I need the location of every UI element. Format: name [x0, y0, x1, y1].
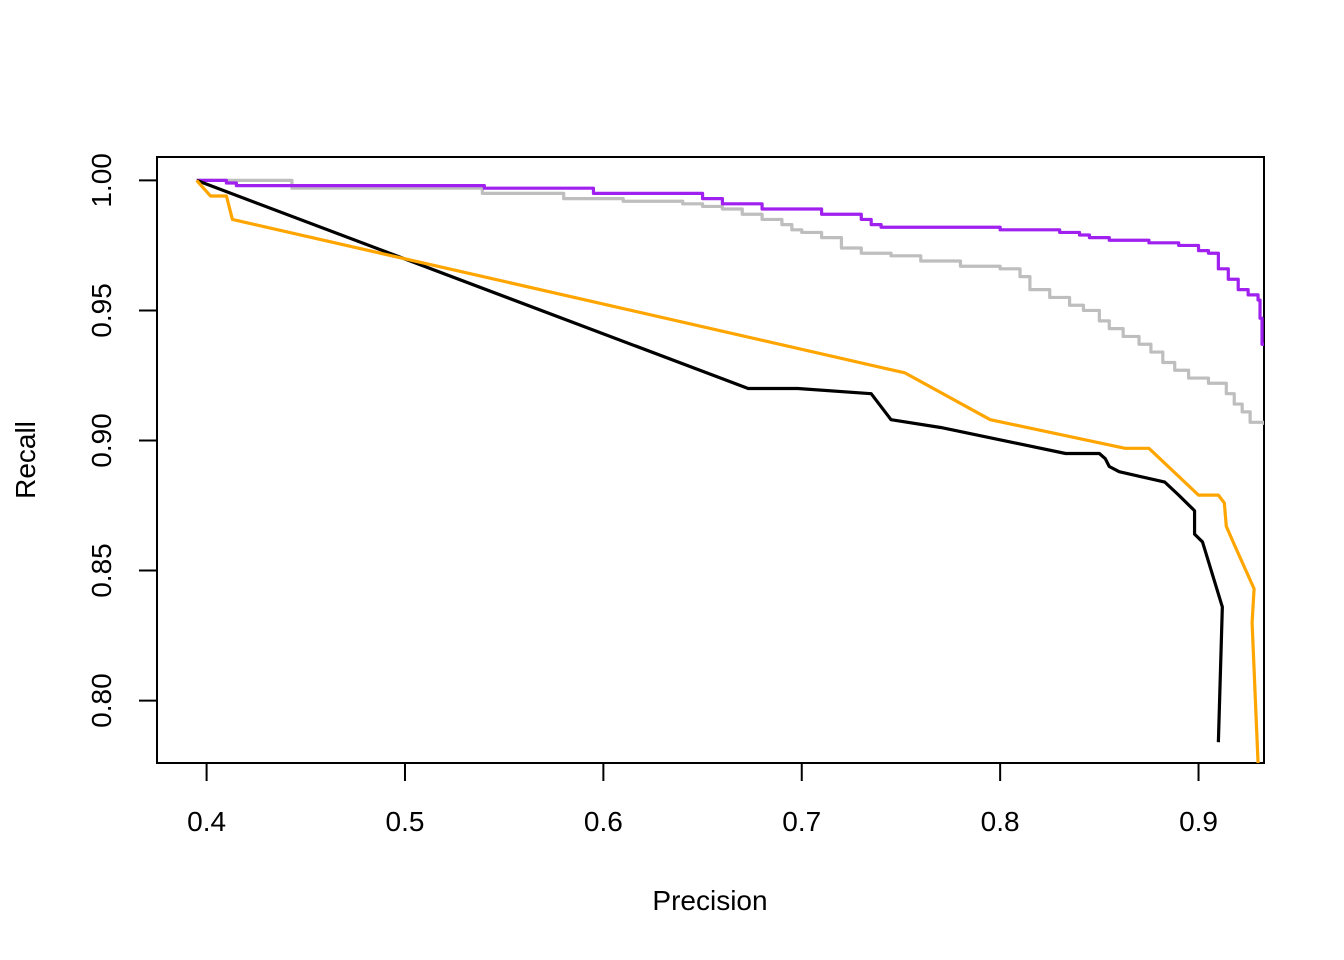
series-line-3	[196, 178, 1224, 743]
x-tick-label: 0.4	[187, 806, 226, 837]
y-tick-label: 1.00	[86, 153, 117, 208]
series-line-2	[196, 178, 1264, 346]
y-tick-label: 0.80	[86, 673, 117, 728]
y-axis: 0.80 0.85 0.90 0.95 1.00	[86, 153, 158, 728]
series-line-1	[196, 178, 1264, 425]
x-tick-label: 0.8	[981, 806, 1020, 837]
x-tick-label: 0.5	[386, 806, 425, 837]
x-tick-label: 0.7	[782, 806, 821, 837]
x-axis: 0.4 0.5 0.6 0.7 0.8 0.9	[187, 762, 1218, 837]
x-tick-label: 0.9	[1179, 806, 1218, 837]
series-line-4	[195, 179, 1260, 763]
y-tick-label: 0.95	[86, 283, 117, 338]
y-axis-title: Recall	[10, 421, 41, 499]
x-tick-label: 0.6	[584, 806, 623, 837]
y-tick-label: 0.90	[86, 413, 117, 468]
x-axis-title: Precision	[652, 885, 767, 916]
y-tick-label: 0.85	[86, 543, 117, 598]
series-layer	[195, 178, 1264, 763]
plot-frame	[156, 156, 1265, 764]
